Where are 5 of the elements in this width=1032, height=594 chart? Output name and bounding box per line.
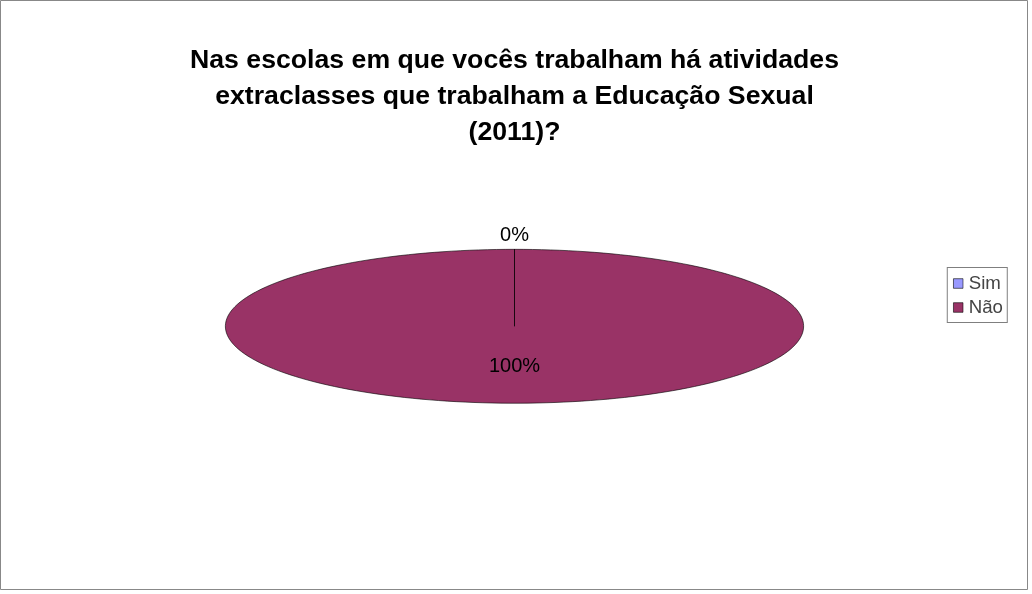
data-label: 100% <box>488 353 541 376</box>
legend-label: Sim <box>968 272 1001 294</box>
chart-title: Nas escolas em que vocês trabalham há atividades extraclasses que trabalham a Educação Sexual (2011)? <box>190 44 839 146</box>
text: 0% <box>500 222 529 245</box>
legend-label: Não <box>968 296 1003 318</box>
